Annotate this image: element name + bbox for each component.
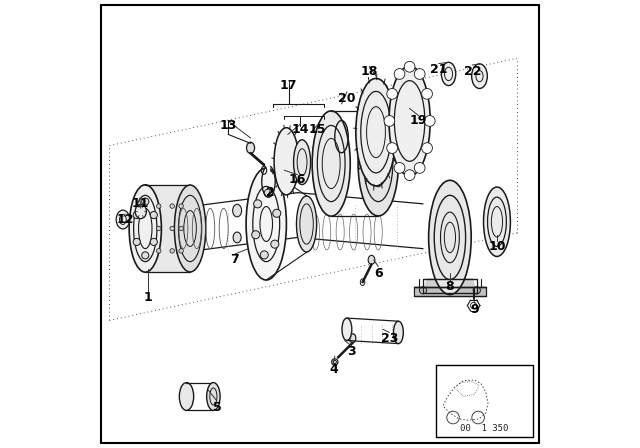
Polygon shape — [423, 279, 477, 293]
Circle shape — [414, 163, 425, 173]
Text: 00  1 350: 00 1 350 — [460, 424, 509, 433]
Circle shape — [394, 163, 405, 173]
Ellipse shape — [358, 111, 399, 216]
Ellipse shape — [233, 204, 242, 217]
Bar — [436, 365, 532, 437]
Text: 17: 17 — [280, 78, 298, 92]
Circle shape — [394, 69, 405, 79]
Ellipse shape — [442, 62, 456, 86]
Text: 4: 4 — [329, 363, 338, 376]
Circle shape — [404, 61, 415, 72]
Ellipse shape — [246, 142, 255, 153]
Circle shape — [170, 249, 175, 253]
Text: 1: 1 — [143, 291, 152, 305]
Text: 3: 3 — [347, 345, 356, 358]
Circle shape — [384, 116, 395, 126]
Text: 20: 20 — [338, 92, 356, 105]
Ellipse shape — [389, 66, 430, 176]
Circle shape — [253, 200, 262, 208]
Ellipse shape — [135, 204, 147, 219]
Text: 12: 12 — [116, 213, 134, 226]
Ellipse shape — [129, 185, 161, 272]
Ellipse shape — [207, 383, 220, 410]
Text: 15: 15 — [309, 123, 326, 137]
Text: 14: 14 — [291, 123, 308, 137]
Ellipse shape — [274, 128, 299, 195]
Circle shape — [170, 226, 175, 231]
Ellipse shape — [484, 187, 511, 256]
Circle shape — [133, 238, 140, 246]
Ellipse shape — [342, 318, 352, 340]
Text: 7: 7 — [230, 253, 239, 267]
Text: 13: 13 — [220, 119, 237, 132]
Ellipse shape — [349, 334, 356, 343]
Ellipse shape — [296, 196, 317, 252]
Circle shape — [387, 89, 397, 99]
Polygon shape — [145, 185, 190, 272]
Text: 22: 22 — [463, 65, 481, 78]
Text: 5: 5 — [212, 401, 221, 414]
Text: 2: 2 — [266, 186, 275, 199]
Circle shape — [422, 143, 433, 154]
Circle shape — [133, 211, 140, 219]
Circle shape — [404, 170, 415, 181]
Polygon shape — [414, 287, 486, 296]
Circle shape — [252, 231, 260, 239]
Circle shape — [422, 89, 433, 99]
Circle shape — [273, 209, 281, 217]
Text: 9: 9 — [470, 302, 479, 316]
Circle shape — [157, 204, 161, 208]
Circle shape — [150, 211, 157, 219]
Circle shape — [264, 189, 272, 197]
Circle shape — [179, 249, 184, 253]
Circle shape — [141, 252, 149, 259]
Ellipse shape — [356, 78, 396, 186]
Text: 21: 21 — [430, 63, 447, 76]
Circle shape — [424, 116, 435, 126]
Text: 10: 10 — [488, 240, 506, 253]
Circle shape — [157, 249, 161, 253]
Ellipse shape — [294, 140, 310, 185]
Circle shape — [141, 198, 149, 205]
Ellipse shape — [368, 255, 375, 264]
Circle shape — [387, 143, 397, 154]
Circle shape — [271, 240, 279, 248]
Circle shape — [179, 204, 184, 208]
Text: 8: 8 — [445, 280, 454, 293]
Ellipse shape — [116, 210, 130, 229]
Text: 6: 6 — [374, 267, 383, 280]
Circle shape — [260, 251, 268, 259]
Ellipse shape — [179, 383, 194, 410]
Circle shape — [150, 238, 157, 246]
Ellipse shape — [233, 232, 241, 243]
Text: 18: 18 — [360, 65, 378, 78]
Circle shape — [414, 69, 425, 79]
Text: 16: 16 — [289, 172, 307, 186]
Text: 23: 23 — [381, 332, 398, 345]
Ellipse shape — [394, 321, 403, 344]
Circle shape — [170, 204, 175, 208]
Ellipse shape — [312, 111, 350, 216]
Ellipse shape — [429, 180, 471, 295]
Ellipse shape — [246, 168, 287, 280]
Circle shape — [179, 226, 184, 231]
Text: 19: 19 — [410, 114, 428, 128]
Text: 11: 11 — [131, 197, 148, 211]
Circle shape — [157, 226, 161, 231]
Ellipse shape — [175, 185, 206, 272]
Ellipse shape — [472, 64, 487, 89]
